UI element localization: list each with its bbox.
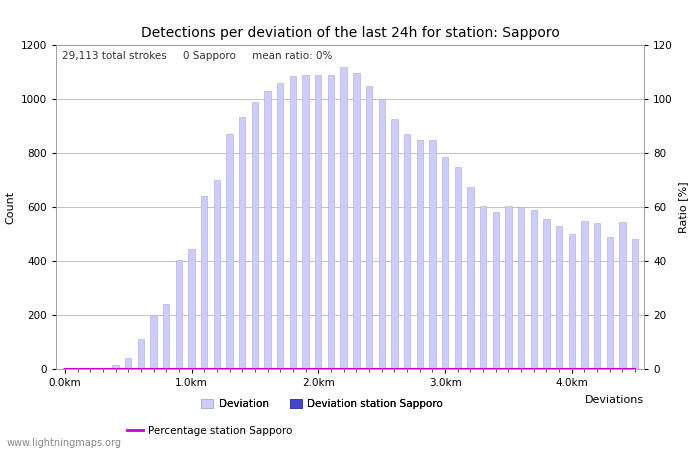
Bar xyxy=(74,368,81,369)
Y-axis label: Count: Count xyxy=(5,190,15,224)
Bar xyxy=(252,102,258,369)
Bar xyxy=(607,237,613,369)
Bar xyxy=(113,365,119,369)
Bar xyxy=(531,210,537,369)
Legend: Deviation, Deviation station Sapporo: Deviation, Deviation station Sapporo xyxy=(197,395,447,413)
Bar xyxy=(379,99,385,369)
Bar xyxy=(226,134,233,369)
Bar xyxy=(150,316,157,369)
Bar xyxy=(176,260,182,369)
Bar xyxy=(581,220,587,369)
Bar xyxy=(454,166,461,369)
Bar xyxy=(315,75,321,369)
Bar xyxy=(518,207,524,369)
Bar xyxy=(328,75,334,369)
Bar xyxy=(493,212,499,369)
Bar xyxy=(429,140,435,369)
Bar xyxy=(163,304,169,369)
Bar xyxy=(404,134,410,369)
Bar xyxy=(416,140,423,369)
Text: Deviations: Deviations xyxy=(585,395,644,405)
Bar xyxy=(391,119,398,369)
Bar xyxy=(201,196,207,369)
Bar xyxy=(302,75,309,369)
Bar xyxy=(632,239,638,369)
Bar xyxy=(214,180,220,369)
Bar xyxy=(556,226,562,369)
Bar xyxy=(505,206,512,369)
Bar xyxy=(239,117,246,369)
Bar xyxy=(62,368,68,369)
Bar xyxy=(277,83,284,369)
Text: 29,113 total strokes     0 Sapporo     mean ratio: 0%: 29,113 total strokes 0 Sapporo mean rati… xyxy=(62,51,332,62)
Legend: Percentage station Sapporo: Percentage station Sapporo xyxy=(123,422,297,440)
Bar xyxy=(366,86,372,369)
Bar xyxy=(125,358,132,369)
Bar xyxy=(354,73,360,369)
Bar xyxy=(138,339,144,369)
Bar xyxy=(568,234,575,369)
Bar xyxy=(480,206,486,369)
Bar xyxy=(543,219,550,369)
Bar xyxy=(620,222,626,369)
Bar xyxy=(265,91,271,369)
Bar xyxy=(99,368,106,369)
Bar xyxy=(594,223,601,369)
Title: Detections per deviation of the last 24h for station: Sapporo: Detections per deviation of the last 24h… xyxy=(141,26,559,40)
Bar xyxy=(442,157,448,369)
Bar xyxy=(290,76,296,369)
Text: www.lightningmaps.org: www.lightningmaps.org xyxy=(7,438,122,448)
Bar xyxy=(467,187,474,369)
Bar xyxy=(340,67,346,369)
Bar xyxy=(188,249,195,369)
Y-axis label: Ratio [%]: Ratio [%] xyxy=(678,181,688,233)
